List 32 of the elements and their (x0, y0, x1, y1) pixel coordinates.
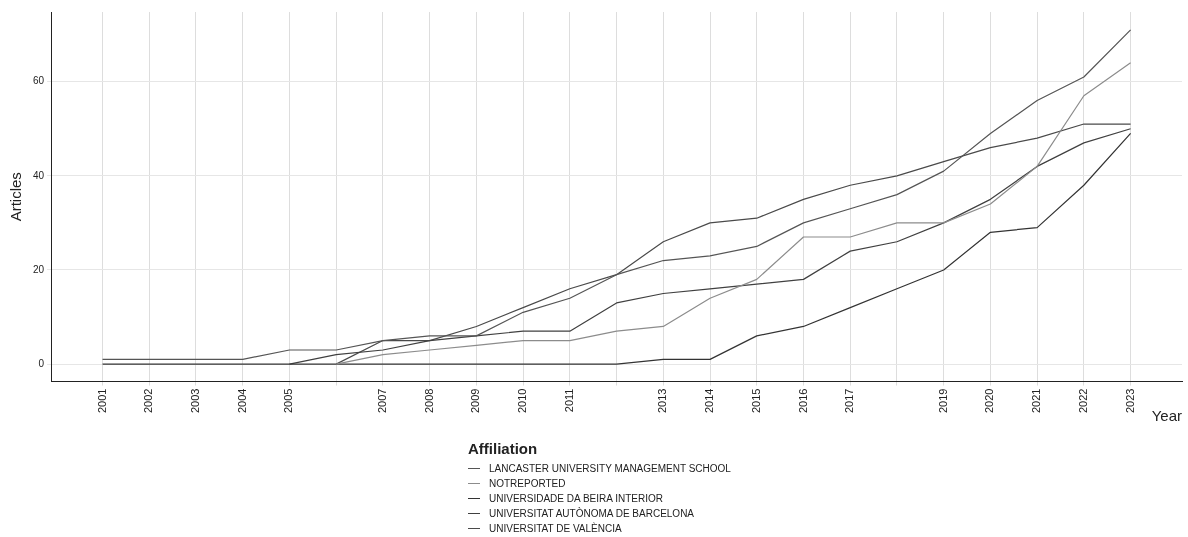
legend-label: NOTREPORTED (489, 478, 566, 489)
y-tick-label: 40 (33, 169, 45, 181)
x-tick-label: 2002 (142, 388, 155, 414)
x-tick-label: 2005 (282, 388, 295, 414)
x-tick-label: 2019 (936, 388, 949, 414)
legend-label: UNIVERSITAT AUTÒNOMA DE BARCELONA (489, 508, 695, 519)
x-tick-label: 2022 (1076, 388, 1089, 414)
x-tick-label: 2011 (562, 388, 575, 413)
x-tick-label: 2009 (469, 388, 482, 414)
x-tick-label: 2023 (1123, 388, 1136, 414)
x-tick-label: 2013 (656, 388, 669, 414)
y-tick-label: 0 (38, 357, 45, 369)
x-tick-label: 2015 (749, 388, 762, 414)
y-axis-title: Articles (7, 172, 25, 222)
x-tick-label: 2014 (703, 388, 716, 414)
x-tick-label: 2003 (189, 388, 202, 414)
x-tick-label: 2010 (516, 388, 529, 414)
x-tick-label: 2021 (1030, 388, 1043, 414)
legend-label: LANCASTER UNIVERSITY MANAGEMENT SCHOOL (489, 463, 731, 474)
legend-label: UNIVERSITAT DE VALÈNCIA (489, 523, 622, 534)
x-tick-label: 2008 (422, 388, 435, 414)
legend-title: Affiliation (468, 440, 539, 457)
x-tick-label: 2007 (375, 388, 388, 414)
x-tick-label: 2017 (843, 388, 856, 414)
x-tick-label: 2001 (95, 388, 108, 414)
y-tick-label: 60 (33, 75, 45, 87)
legend-label: UNIVERSIDADE DA BEIRA INTERIOR (489, 493, 663, 504)
x-tick-label: 2020 (983, 388, 996, 414)
x-axis-title: Year (1151, 407, 1182, 425)
y-tick-label: 20 (33, 263, 45, 275)
x-tick-label: 2004 (235, 388, 248, 414)
x-tick-label: 2016 (796, 388, 809, 414)
